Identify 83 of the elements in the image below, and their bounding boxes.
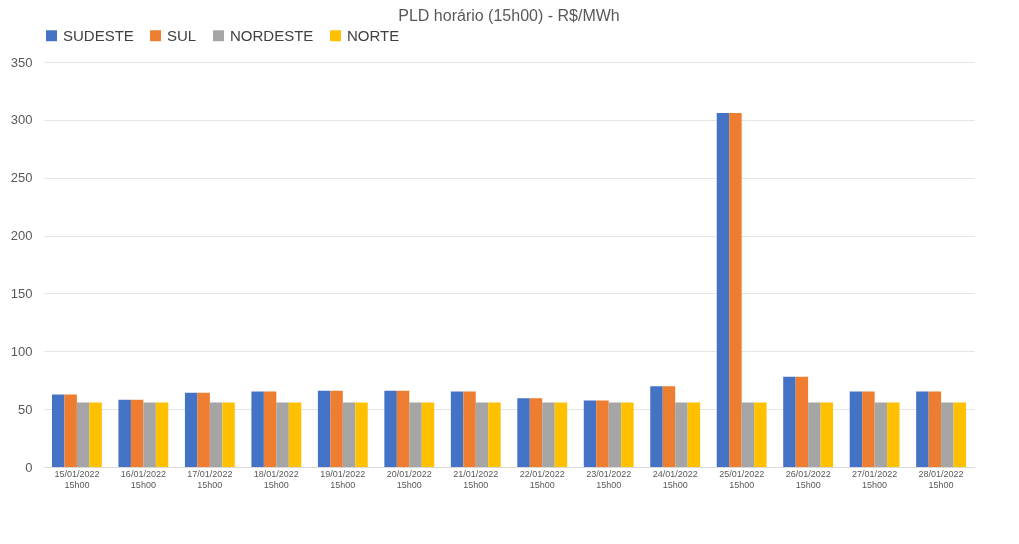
chart-title: PLD horário (15h00) - R$/MWh	[398, 7, 620, 24]
bar	[463, 391, 476, 467]
bar	[475, 402, 489, 467]
bar	[118, 399, 131, 467]
bar	[687, 402, 701, 467]
y-tick-label: 300	[10, 112, 33, 128]
bar	[355, 402, 368, 467]
bar	[184, 392, 198, 467]
bar	[342, 402, 356, 467]
bar	[421, 402, 435, 467]
bar	[849, 391, 863, 467]
bar	[650, 386, 663, 467]
y-tick-label: 0	[25, 459, 33, 475]
x-tick-label: 24/01/2022 15h00	[652, 468, 698, 490]
legend-label: SUL	[167, 26, 197, 44]
bar	[130, 399, 144, 467]
x-tick-label: 22/01/2022 15h00	[519, 468, 565, 490]
bar	[729, 112, 742, 467]
bar	[51, 394, 65, 467]
bar	[808, 402, 821, 467]
x-tick-label: 28/01/2022 15h00	[918, 468, 964, 490]
x-tick-label: 19/01/2022 15h00	[320, 468, 366, 490]
bar	[583, 400, 597, 467]
legend-label: NORDESTE	[230, 26, 314, 44]
bar	[953, 402, 967, 467]
bar	[64, 394, 77, 467]
bar	[276, 402, 289, 467]
bar	[263, 391, 277, 467]
x-tick-label: 21/01/2022 15h00	[453, 468, 499, 490]
bar	[928, 391, 942, 467]
bar	[155, 402, 169, 467]
bar	[887, 402, 900, 467]
bar	[384, 390, 397, 467]
bar	[820, 402, 834, 467]
bar	[621, 402, 634, 467]
bar	[754, 402, 767, 467]
x-tick-label: 26/01/2022 15h00	[785, 468, 831, 490]
bar	[675, 402, 688, 467]
bar	[251, 391, 264, 467]
bar	[529, 398, 543, 467]
x-tick-label: 27/01/2022 15h00	[852, 468, 898, 490]
bar	[330, 390, 343, 467]
bar	[450, 391, 464, 467]
bar	[874, 402, 888, 467]
bar	[554, 402, 568, 467]
y-tick-label: 200	[10, 228, 33, 244]
legend-label: SUDESTE	[63, 26, 134, 44]
x-tick-label: 25/01/2022 15h00	[719, 468, 765, 490]
bar	[89, 402, 102, 467]
y-tick-label: 50	[18, 401, 33, 417]
bar	[783, 376, 796, 467]
bar	[288, 402, 302, 467]
y-tick-label: 100	[10, 343, 33, 359]
bar	[488, 402, 501, 467]
bar	[916, 391, 929, 467]
bar	[862, 391, 875, 467]
bar	[143, 402, 156, 467]
x-tick-label: 23/01/2022 15h00	[586, 468, 632, 490]
bar	[317, 390, 331, 467]
bar	[716, 112, 730, 467]
bar	[209, 402, 223, 467]
bar	[76, 402, 90, 467]
x-tick-label: 20/01/2022 15h00	[386, 468, 432, 490]
x-tick-label: 15/01/2022 15h00	[54, 468, 100, 490]
bar	[662, 386, 676, 467]
bar	[197, 392, 210, 467]
bar	[396, 390, 410, 467]
legend-label: NORTE	[347, 26, 400, 44]
y-tick-label: 350	[10, 54, 33, 70]
bar	[795, 376, 809, 467]
x-tick-label: 17/01/2022 15h00	[187, 468, 233, 490]
y-tick-label: 250	[10, 170, 33, 186]
bar	[608, 402, 622, 467]
bar	[222, 402, 235, 467]
bar	[542, 402, 555, 467]
bar	[596, 400, 609, 467]
bar	[517, 398, 530, 467]
bar	[941, 402, 954, 467]
y-tick-label: 150	[10, 285, 33, 301]
x-tick-label: 18/01/2022 15h00	[253, 468, 299, 490]
x-tick-label: 16/01/2022 15h00	[120, 468, 166, 490]
bar	[741, 402, 755, 467]
bar	[409, 402, 422, 467]
